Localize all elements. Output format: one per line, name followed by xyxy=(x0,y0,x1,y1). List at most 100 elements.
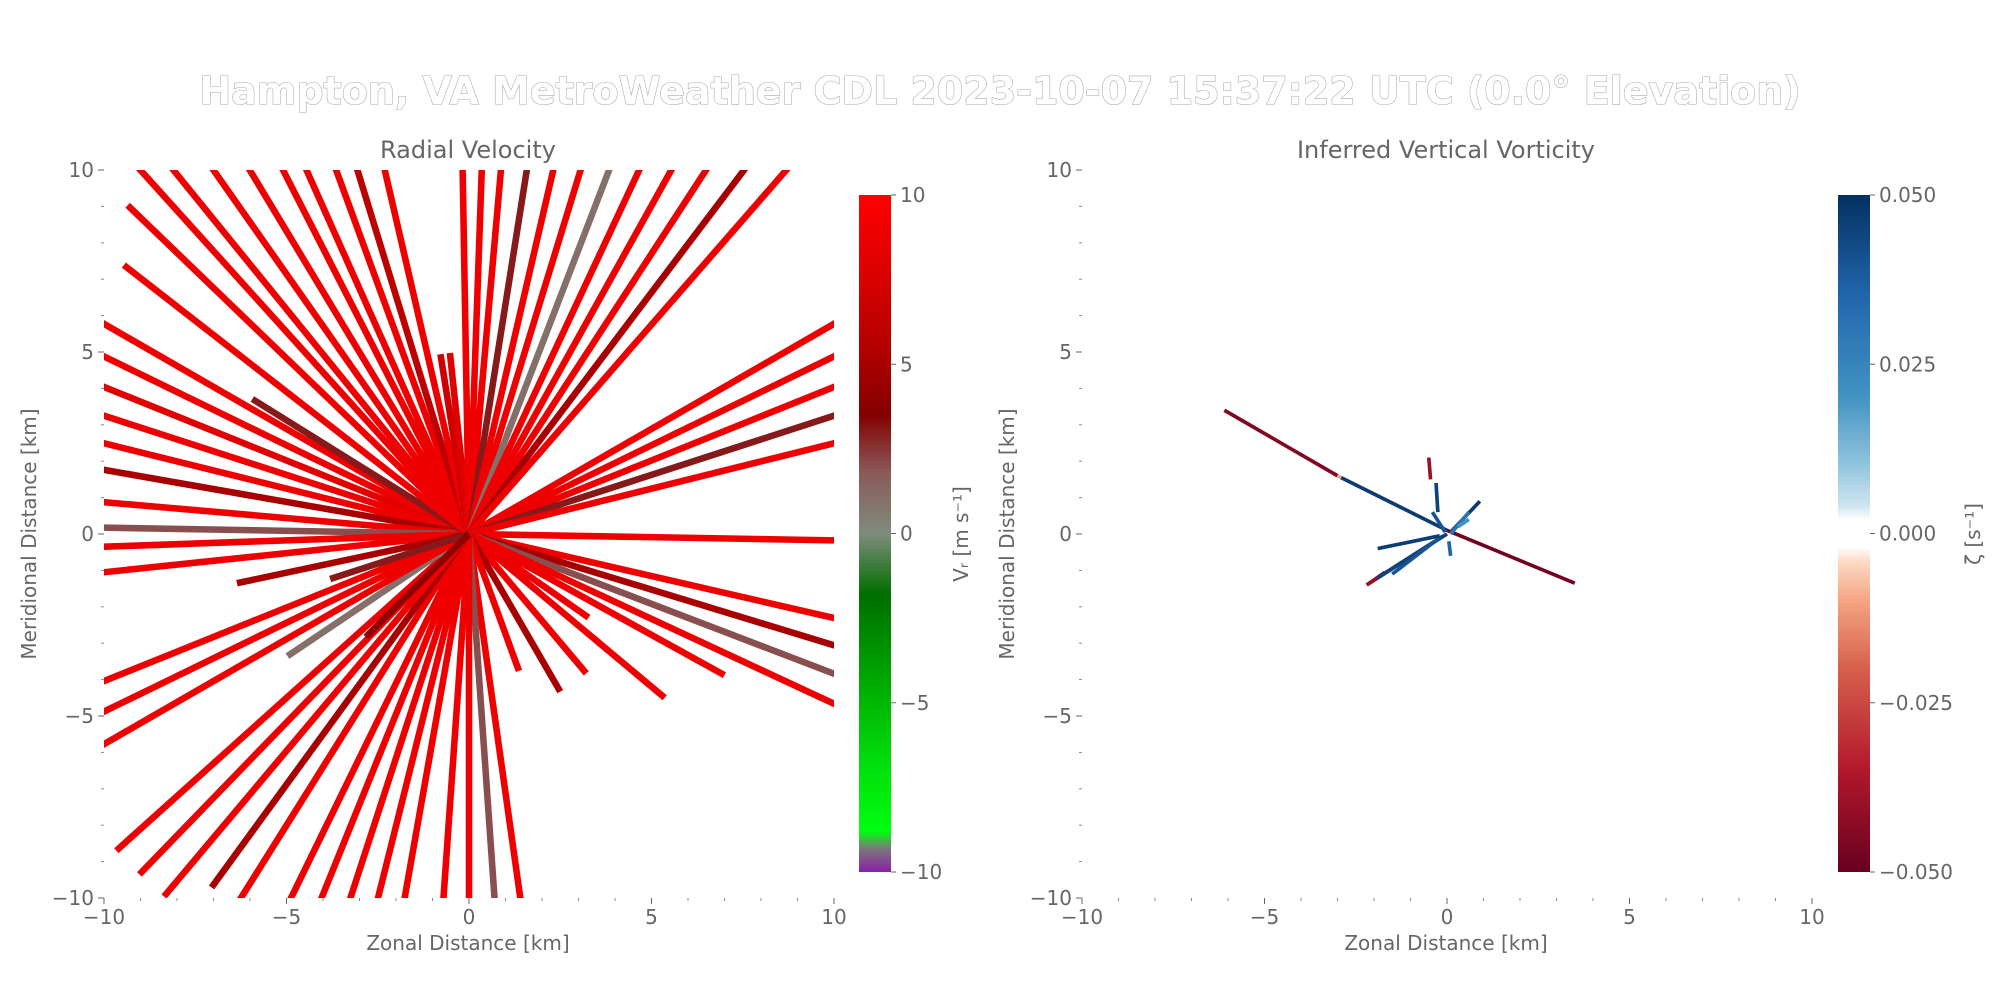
velocity-ray xyxy=(465,170,557,535)
velocity-ray xyxy=(467,531,834,708)
vorticity-colorbar-ticks: 0.050 0.025 0.000 −0.025 −0.050 xyxy=(1870,183,1953,884)
velocity-ray xyxy=(161,531,472,898)
velocity-ray xyxy=(465,170,585,535)
y-tick-label: 5 xyxy=(81,340,94,364)
vorticity-ylabel: Meridional Distance [km] xyxy=(995,408,1019,659)
x-tick-label: −5 xyxy=(272,905,301,929)
colorbar-tick-label: 0 xyxy=(900,522,913,546)
velocity-ray xyxy=(465,170,531,535)
x-tick-label: 5 xyxy=(1623,905,1636,929)
vorticity-axes: −10−10 −5 −5 0 0 5 5 10 10 xyxy=(1030,158,1825,929)
x-tick-label: 10 xyxy=(821,905,846,929)
velocity-ray xyxy=(468,439,834,538)
radial-velocity-colorbar xyxy=(859,195,891,872)
velocity-ray xyxy=(121,262,472,537)
vorticity-segment xyxy=(1449,510,1471,536)
velocity-ray xyxy=(465,170,486,535)
vorticity-xlabel: Zonal Distance [km] xyxy=(1344,931,1547,955)
velocity-ray xyxy=(465,532,523,672)
vorticity-segment xyxy=(1336,474,1342,480)
velocity-ray xyxy=(353,170,473,535)
vorticity-segment xyxy=(1391,536,1441,576)
x-tick-label: 10 xyxy=(1799,905,1824,929)
velocity-ray xyxy=(467,530,834,678)
velocity-ray xyxy=(466,170,710,536)
velocity-ray xyxy=(465,170,613,536)
velocity-ray xyxy=(104,498,470,538)
vorticity-segment xyxy=(1446,528,1576,585)
velocity-ray xyxy=(468,530,834,649)
y-tick-label: 0 xyxy=(81,522,94,546)
velocity-ray xyxy=(332,170,473,536)
velocity-ray xyxy=(459,170,473,535)
y-tick-label: −5 xyxy=(1043,704,1072,728)
velocity-ray xyxy=(104,439,470,538)
velocity-ray xyxy=(209,170,472,536)
velocity-ray xyxy=(125,202,472,537)
velocity-ray xyxy=(468,530,834,544)
velocity-ray xyxy=(466,170,791,537)
velocity-ray xyxy=(279,170,472,536)
vorticity-segment xyxy=(1377,534,1441,551)
colorbar-tick-label: −5 xyxy=(900,691,929,715)
colorbar-tick-label: 0.000 xyxy=(1879,522,1936,546)
velocity-ray xyxy=(465,533,498,898)
velocity-ray xyxy=(236,530,470,587)
velocity-ray xyxy=(440,533,473,898)
velocity-ray xyxy=(104,352,471,537)
x-tick-label: −5 xyxy=(1250,905,1279,929)
radial-velocity-plot-area xyxy=(104,170,834,898)
velocity-ray xyxy=(135,170,472,537)
vorticity-segment xyxy=(1447,541,1453,557)
x-tick-label: −10 xyxy=(1061,905,1103,929)
velocity-ray xyxy=(302,170,472,536)
colorbar-tick-label: 0.050 xyxy=(1879,183,1936,207)
velocity-ray xyxy=(237,532,472,898)
y-tick-label: 5 xyxy=(1059,340,1072,364)
y-tick-label: 10 xyxy=(69,158,94,182)
velocity-ray xyxy=(465,170,505,535)
colorbar-tick-label: −10 xyxy=(900,860,942,884)
colorbar-tick-label: −0.025 xyxy=(1879,691,1953,715)
x-tick-label: −10 xyxy=(83,905,125,929)
x-tick-label: 0 xyxy=(463,905,476,929)
y-tick-label: 10 xyxy=(1047,158,1072,182)
velocity-ray xyxy=(245,170,472,536)
y-tick-label: −10 xyxy=(52,886,94,910)
x-tick-label: 0 xyxy=(1441,905,1454,929)
velocity-ray xyxy=(467,412,834,538)
velocity-ray xyxy=(104,524,470,538)
velocity-ray xyxy=(466,170,643,536)
vorticity-segment xyxy=(1223,408,1339,478)
colorbar-tick-label: 0.025 xyxy=(1879,352,1936,376)
velocity-ray xyxy=(466,170,749,536)
velocity-ray xyxy=(467,320,834,537)
velocity-ray xyxy=(329,530,471,583)
vorticity-colorbar xyxy=(1838,195,1870,872)
velocity-ray xyxy=(465,533,524,898)
radial-velocity-axes: −10−10 −5 −5 0 0 5 5 10 10 xyxy=(52,158,847,929)
colorbar-tick-label: −0.050 xyxy=(1879,860,1953,884)
radial-velocity-colorbar-ticks: −10 −5 0 5 10 xyxy=(891,183,942,884)
radial-velocity-title: Radial Velocity xyxy=(380,136,556,164)
velocity-ray xyxy=(363,531,472,640)
vorticity-segment xyxy=(1434,482,1440,513)
velocity-ray xyxy=(317,532,473,898)
velocity-ray xyxy=(466,531,667,701)
y-tick-label: −10 xyxy=(1030,886,1072,910)
colorbar-tick-label: 10 xyxy=(900,183,925,207)
velocity-ray xyxy=(346,532,473,898)
velocity-ray xyxy=(381,170,473,535)
velocity-ray xyxy=(467,383,834,538)
velocity-ray xyxy=(208,532,472,890)
velocity-ray xyxy=(104,412,471,538)
figure-title: Hampton, VA MetroWeather CDL 2023-10-07 … xyxy=(199,69,1800,113)
velocity-ray xyxy=(104,383,471,538)
velocity-ray xyxy=(467,531,726,679)
vorticity-plot-area xyxy=(1223,408,1576,587)
velocity-ray xyxy=(104,531,471,748)
vorticity-title: Inferred Vertical Vorticity xyxy=(1297,136,1595,164)
velocity-ray xyxy=(287,532,472,898)
y-tick-label: −5 xyxy=(65,704,94,728)
